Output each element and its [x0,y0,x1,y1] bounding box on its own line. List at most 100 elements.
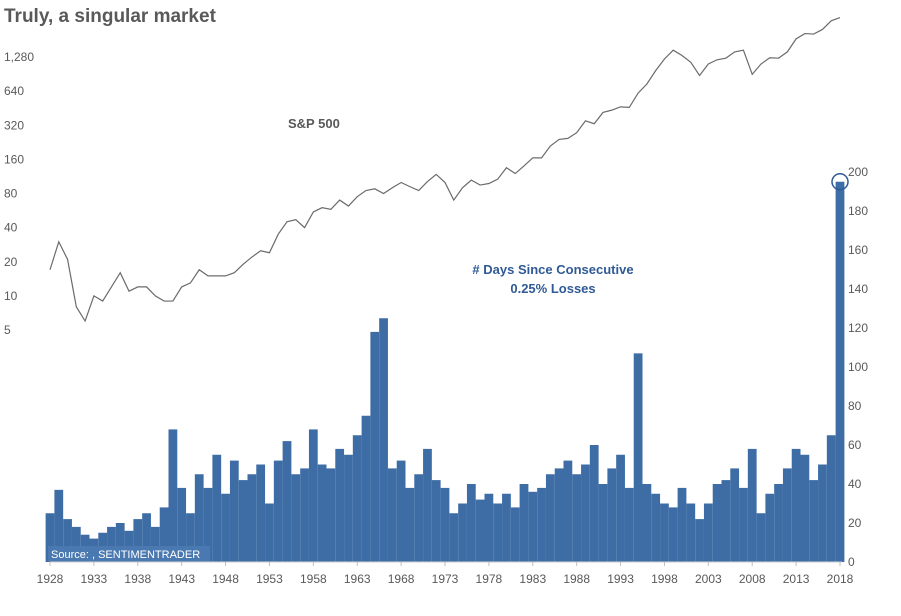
x-tick-label: 1948 [212,572,239,586]
days-bar [326,468,336,562]
right-tick-label: 60 [848,438,862,452]
x-tick-label: 1958 [300,572,327,586]
x-tick-label: 1998 [651,572,678,586]
right-tick-label: 100 [848,360,868,374]
days-bar [493,503,503,562]
days-bar [466,484,476,562]
days-bar [370,331,380,562]
days-bar [387,468,397,562]
days-bar [142,513,151,562]
days-bar [589,445,599,562]
days-bar [739,487,748,562]
days-bar [212,454,222,562]
days-bar [633,353,643,562]
x-tick-label: 2018 [827,572,854,586]
days-bar [686,503,696,562]
days-bar [361,415,371,562]
left-tick-label: 1,280 [4,50,34,64]
days-bar [677,487,687,562]
days-bar [352,435,362,562]
days-bar [54,489,64,562]
right-tick-label: 140 [848,282,868,296]
days-bar [265,503,274,562]
days-bar [431,480,441,562]
right-tick-label: 20 [848,516,862,530]
x-tick-label: 1978 [476,572,503,586]
days-bar [519,484,529,562]
x-tick-label: 1933 [81,572,108,586]
days-bar [45,513,55,562]
days-series-layer [45,173,849,562]
days-bar [423,448,432,562]
latest-value-circle [831,173,849,191]
days-bar [703,503,713,562]
days-bar [379,318,388,562]
days-bar [475,499,485,562]
days-bar [528,491,538,562]
left-tick-label: 40 [4,221,18,235]
days-bar [502,493,511,562]
x-tick-label: 1928 [37,572,64,586]
right-tick-label: 160 [848,243,868,257]
days-bar [177,487,187,562]
days-bar [765,493,775,562]
days-bar [782,468,792,562]
days-bar [642,484,652,562]
days-bar [229,460,239,562]
days-bar [809,480,819,562]
x-tick-label: 1943 [168,572,195,586]
days-bar [730,468,740,562]
days-bar [607,468,617,562]
days-bar [291,474,301,562]
days-bar [651,493,661,562]
days-bar [194,474,204,562]
days-bar [537,487,546,562]
x-tick-label: 1993 [607,572,634,586]
days-bar [414,474,424,562]
days-bar [63,519,72,562]
axes-layer: 5 10 20 40 80 160 320 640 1,280 0 20 40 60 80 100 120 14… [4,50,868,586]
right-tick-label: 40 [848,477,862,491]
days-bar [756,513,766,562]
days-bar [545,474,555,562]
days-bar [563,460,573,562]
x-tick-label: 1953 [256,572,283,586]
right-tick-label: 120 [848,321,868,335]
spx-line [49,17,841,323]
source-label: Source: , SENTIMENTRADER [51,549,200,561]
days-bar [159,507,169,562]
left-tick-label: 10 [4,289,18,303]
days-bar [186,513,195,562]
days-bar [273,460,283,562]
x-tick-label: 1938 [124,572,151,586]
spx-annotation: S&P 500 [288,116,340,131]
right-tick-label: 200 [848,165,868,179]
days-bar [721,480,731,562]
left-tick-label: 160 [4,152,24,166]
days-bar [221,493,230,562]
days-bar [440,487,450,562]
right-tick-label: 0 [848,555,855,569]
annotations-layer: S&P 500 # Days Since Consecutive 0.25% Los… [288,116,634,296]
days-bar [695,519,704,562]
days-bar [510,507,520,562]
days-bar [800,454,810,562]
days-bar [317,464,327,562]
days-bar [405,487,415,562]
days-bar [308,429,318,562]
left-tick-label: 640 [4,84,24,98]
days-annotation-line: # Days Since Consecutive [472,262,633,277]
days-bar [572,474,582,562]
days-bar [344,454,353,562]
days-bar [300,468,309,562]
days-bar [624,487,634,562]
x-tick-label: 2003 [695,572,722,586]
days-bar [598,484,608,562]
spx-series-layer [49,17,841,323]
days-bar [826,435,836,562]
days-bar [554,468,564,562]
days-bar [133,519,143,562]
chart-title: Truly, a singular market [4,6,216,27]
days-bar [774,484,783,562]
